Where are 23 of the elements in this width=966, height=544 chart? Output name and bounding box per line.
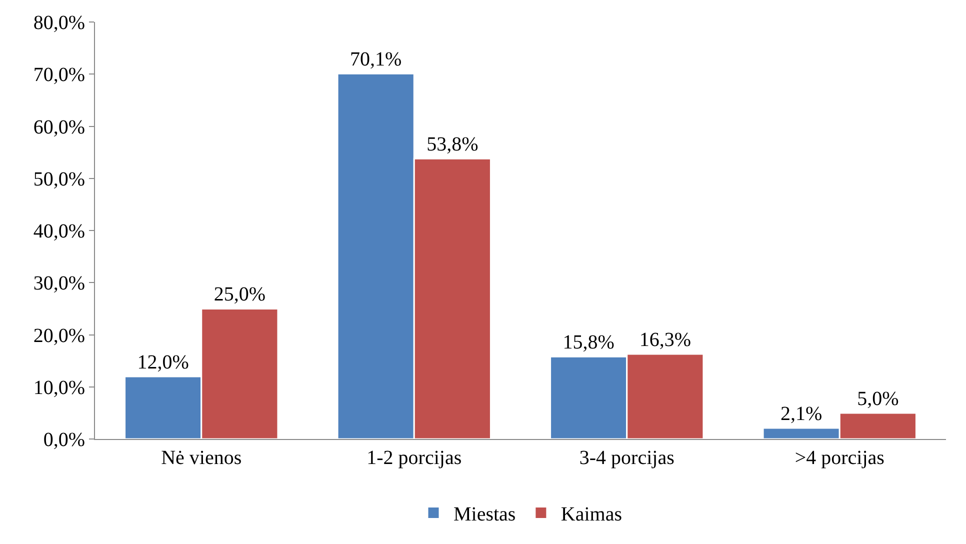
legend-label: Miestas [454,504,516,526]
y-tick-label: 30,0% [33,272,85,295]
data-label: 16,3% [639,329,692,352]
x-tick-label: 1-2 porcijas [366,447,462,469]
data-label: 25,0% [214,284,266,306]
y-tick-label: 40,0% [33,220,85,242]
y-tick-label: 50,0% [33,168,85,190]
y-tick-label: 0,0% [43,429,85,451]
y-tick-label: 80,0% [33,12,85,34]
data-label: 15,8% [562,332,614,354]
x-tick-label: 3-4 porcijas [579,447,675,469]
data-label: 5,0% [857,388,899,410]
data-label: 70,1% [350,48,402,71]
y-tick-label: 10,0% [33,376,85,399]
legend-label: Kaimas [560,504,622,526]
x-tick-label: >4 porcijas [794,447,885,469]
data-label: 12,0% [137,351,189,374]
y-tick-label: 60,0% [33,116,85,138]
y-tick-label: 70,0% [33,64,85,86]
y-tick-label: 20,0% [33,324,85,347]
data-label: 2,1% [780,403,822,426]
data-label: 53,8% [426,134,478,156]
x-tick-label: Nė vienos [161,447,242,469]
